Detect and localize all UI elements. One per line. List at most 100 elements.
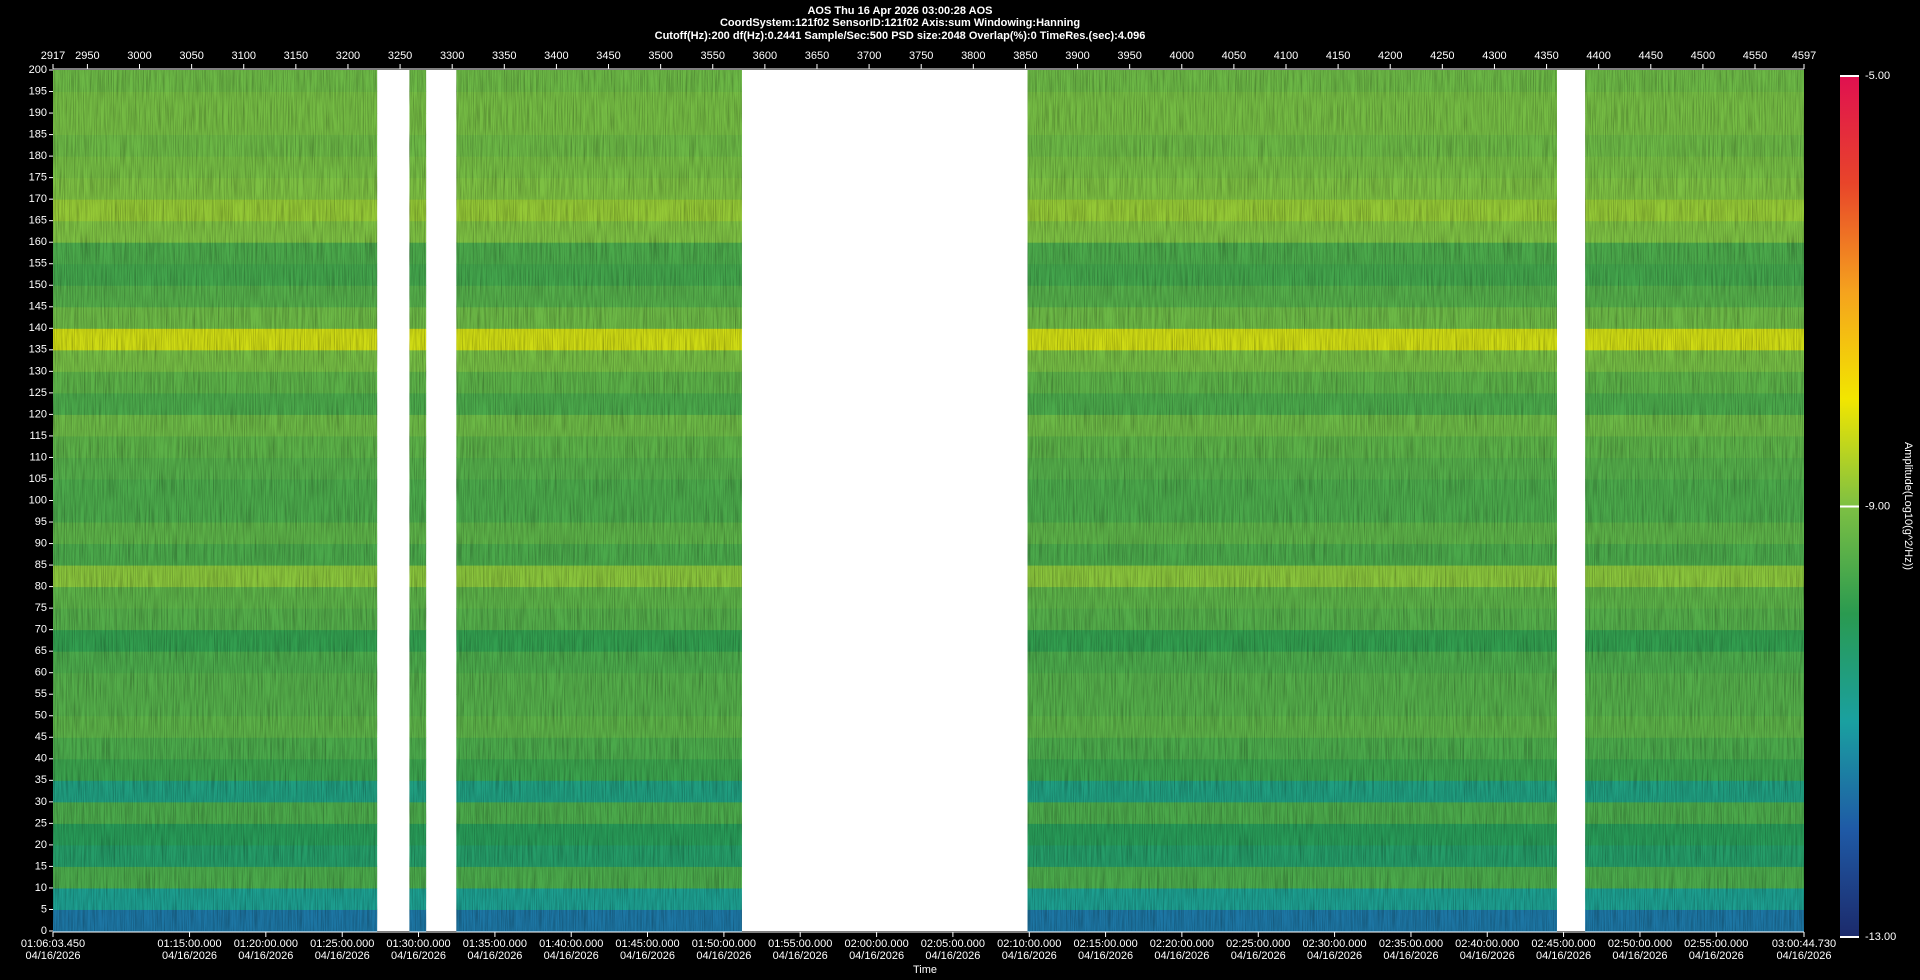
y-tick-label: 155 <box>29 258 47 270</box>
time-tick-date: 04/16/2026 <box>620 950 675 962</box>
y-tick-label: 40 <box>35 753 47 765</box>
y-tick-label: 90 <box>35 537 47 549</box>
y-tick-label: 25 <box>35 817 47 829</box>
colorbar-label: Amplitude(Log10(g^2/Hz)) <box>1902 442 1914 570</box>
x-tick-label: 3400 <box>544 50 568 62</box>
y-tick-label: 150 <box>29 279 47 291</box>
y-tick-label: 5 <box>41 903 47 915</box>
time-tick-date: 04/16/2026 <box>391 950 446 962</box>
time-tick-date: 04/16/2026 <box>1154 950 1209 962</box>
time-tick-label: 02:35:00.000 <box>1379 938 1443 950</box>
time-tick-date: 04/16/2026 <box>1002 950 1057 962</box>
time-tick-date: 04/16/2026 <box>1383 950 1438 962</box>
time-tick-date: 04/16/2026 <box>1078 950 1133 962</box>
time-tick-date: 04/16/2026 <box>467 950 522 962</box>
y-tick-label: 75 <box>35 602 47 614</box>
x-tick-label: 4100 <box>1274 50 1298 62</box>
y-tick-label: 130 <box>29 365 47 377</box>
time-tick-date: 04/16/2026 <box>1612 950 1667 962</box>
time-tick-label: 01:06:03.450 <box>21 938 85 950</box>
time-tick-label: 01:35:00.000 <box>463 938 527 950</box>
x-tick-label: 3350 <box>492 50 516 62</box>
x-tick-label: 3850 <box>1013 50 1037 62</box>
time-tick-label: 01:45:00.000 <box>615 938 679 950</box>
y-tick-label: 20 <box>35 839 47 851</box>
time-tick-label: 02:50:00.000 <box>1608 938 1672 950</box>
y-tick-label: 10 <box>35 882 47 894</box>
chart-title: AOS Thu 16 Apr 2026 03:00:28 AOS <box>807 5 992 17</box>
y-tick-label: 115 <box>29 430 47 442</box>
time-tick-label: 01:40:00.000 <box>539 938 603 950</box>
time-tick-date: 04/16/2026 <box>238 950 293 962</box>
x-tick-label: 3300 <box>440 50 464 62</box>
time-tick-label: 02:55:00.000 <box>1684 938 1748 950</box>
x-tick-label: 3650 <box>805 50 829 62</box>
time-tick-label: 01:55:00.000 <box>768 938 832 950</box>
x-tick-label: 3050 <box>179 50 203 62</box>
y-tick-label: 0 <box>41 925 47 937</box>
x-tick-label: 4200 <box>1378 50 1402 62</box>
time-tick-date: 04/16/2026 <box>849 950 904 962</box>
time-tick-date: 04/16/2026 <box>925 950 980 962</box>
x-tick-label: 4500 <box>1691 50 1715 62</box>
texture <box>53 70 378 931</box>
y-tick-label: 110 <box>29 451 47 463</box>
x-tick-label: 4400 <box>1586 50 1610 62</box>
x-tick-label: 2917 <box>41 50 65 62</box>
time-tick-label: 02:30:00.000 <box>1302 938 1366 950</box>
colorbar-tick-label: -9.00 <box>1865 500 1890 512</box>
time-tick-date: 04/16/2026 <box>315 950 370 962</box>
y-tick-label: 100 <box>29 494 47 506</box>
y-tick-label: 120 <box>29 408 47 420</box>
y-tick-label: 145 <box>29 301 47 313</box>
time-tick-label: 02:40:00.000 <box>1455 938 1519 950</box>
x-tick-label: 3800 <box>961 50 985 62</box>
x-tick-label: 3550 <box>701 50 725 62</box>
x-axis-label: Time <box>913 964 937 976</box>
time-tick-date: 04/16/2026 <box>162 950 217 962</box>
x-tick-label: 3700 <box>857 50 881 62</box>
y-tick-label: 160 <box>29 236 47 248</box>
texture <box>1585 70 1804 931</box>
texture <box>1027 70 1557 931</box>
time-tick-date: 04/16/2026 <box>1689 950 1744 962</box>
y-tick-label: 195 <box>29 85 47 97</box>
time-tick-date: 04/16/2026 <box>773 950 828 962</box>
x-tick-label: 3000 <box>127 50 151 62</box>
colorbar-tick-label: -13.00 <box>1865 931 1896 943</box>
x-tick-label: 4450 <box>1639 50 1663 62</box>
time-tick-label: 02:20:00.000 <box>1150 938 1214 950</box>
y-tick-label: 140 <box>29 322 47 334</box>
y-tick-label: 135 <box>29 344 47 356</box>
y-tick-label: 60 <box>35 667 47 679</box>
x-tick-label: 4150 <box>1326 50 1350 62</box>
x-tick-label: 3600 <box>753 50 777 62</box>
time-tick-date: 04/16/2026 <box>1231 950 1286 962</box>
time-tick-label: 02:15:00.000 <box>1073 938 1137 950</box>
time-tick-date: 04/16/2026 <box>1460 950 1515 962</box>
y-tick-label: 125 <box>29 387 47 399</box>
time-tick-label: 01:30:00.000 <box>386 938 450 950</box>
time-tick-date: 04/16/2026 <box>1307 950 1362 962</box>
y-tick-label: 80 <box>35 581 47 593</box>
time-tick-label: 02:25:00.000 <box>1226 938 1290 950</box>
texture <box>409 70 427 931</box>
x-tick-label: 3250 <box>388 50 412 62</box>
y-tick-label: 95 <box>35 516 47 528</box>
time-tick-label: 02:10:00.000 <box>997 938 1061 950</box>
y-tick-label: 185 <box>29 128 47 140</box>
x-tick-label: 4550 <box>1743 50 1767 62</box>
chart-subtitle: CoordSystem:121f02 SensorID:121f02 Axis:… <box>720 17 1080 29</box>
x-tick-label: 3150 <box>284 50 308 62</box>
y-tick-label: 85 <box>35 559 47 571</box>
y-tick-label: 180 <box>29 150 47 162</box>
y-tick-label: 70 <box>35 624 47 636</box>
x-tick-label: 4300 <box>1482 50 1506 62</box>
x-tick-label: 3500 <box>648 50 672 62</box>
x-tick-label: 3950 <box>1117 50 1141 62</box>
time-tick-date: 04/16/2026 <box>1776 950 1831 962</box>
y-tick-label: 30 <box>35 796 47 808</box>
x-tick-label: 4250 <box>1430 50 1454 62</box>
colorbar-tick-label: -5.00 <box>1865 70 1890 82</box>
